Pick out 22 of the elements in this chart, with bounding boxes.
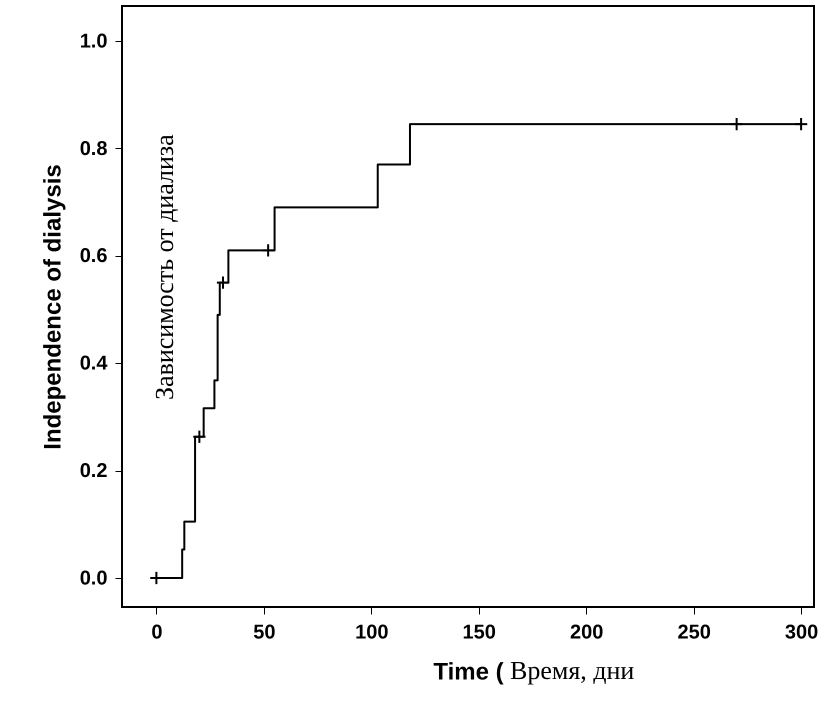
x-tick-label: 250 — [677, 622, 711, 644]
y-tick-label: 0.4 — [80, 352, 108, 375]
y-tick-label: 0.8 — [80, 138, 108, 160]
text: Время, дни — [510, 656, 634, 686]
y-tick-label: 1.0 — [80, 30, 108, 52]
point — [192, 430, 206, 444]
annotation: Зависимость от диализа — [150, 134, 180, 400]
x-axis-title: Time ( — [433, 658, 504, 686]
x-tick-label: 0 — [151, 622, 162, 644]
x-tick-label: 300 — [784, 622, 818, 644]
point — [261, 243, 276, 258]
point — [730, 117, 744, 132]
x-tick-label: 50 — [253, 622, 276, 644]
y-tick-label: 0.2 — [80, 460, 108, 482]
y-tick-label: 0.6 — [80, 245, 108, 268]
x-tick-label: 200 — [570, 622, 604, 644]
y-axis-title: Independence of dialysis — [40, 164, 67, 450]
point — [216, 275, 230, 290]
x-tick-label: 100 — [355, 622, 388, 644]
y-tick-label: 0.0 — [80, 567, 108, 590]
point — [794, 117, 808, 132]
x-tick-label: 150 — [462, 622, 496, 644]
